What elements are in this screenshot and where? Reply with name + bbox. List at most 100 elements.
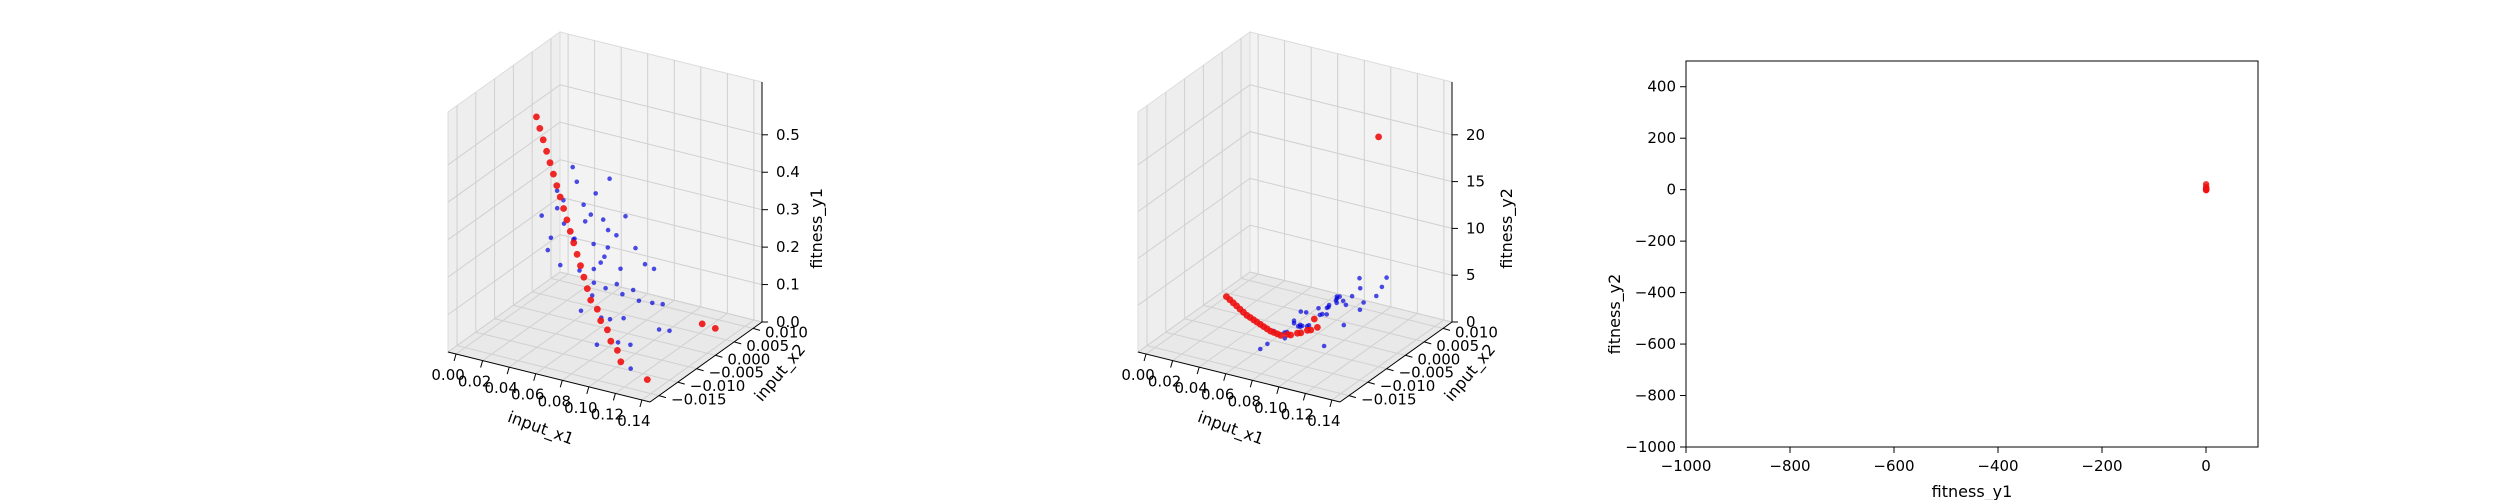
front-point	[698, 320, 706, 328]
population-point	[545, 247, 551, 253]
x-tick-mark	[506, 367, 510, 375]
population-point	[1361, 300, 1366, 305]
y-tick-label: −0.010	[690, 377, 746, 395]
front-point	[711, 325, 719, 332]
x-tick-mark	[639, 399, 643, 408]
z-tick-label: 0.3	[776, 201, 800, 219]
x-tick-mark	[480, 360, 484, 368]
population-point	[1316, 306, 1321, 311]
x-tick-label: 0.02	[1148, 373, 1181, 391]
population-point	[614, 281, 620, 287]
x-tick-label: 0.00	[431, 366, 464, 384]
y-tick-mark	[677, 381, 685, 385]
population-point	[589, 293, 595, 298]
gridline-z	[1137, 271, 1453, 353]
population-point	[554, 188, 560, 193]
y-tick-label: −400	[1635, 284, 1676, 302]
gridline-z	[447, 159, 763, 241]
x-axis-line	[447, 351, 651, 403]
population-point	[621, 315, 626, 321]
x-tick-mark	[586, 386, 590, 394]
y-tick-label: 0.000	[1417, 350, 1460, 368]
x-tick-label: 0.14	[617, 412, 650, 430]
population-point	[1295, 324, 1301, 329]
x-tick-mark	[1329, 399, 1333, 408]
y-tick-mark	[1386, 368, 1394, 372]
population-point	[1306, 323, 1312, 328]
population-point	[598, 260, 603, 265]
population-point	[591, 241, 596, 247]
gridline-z	[447, 121, 763, 203]
y-axis-label: fitness_y2	[1605, 274, 1625, 355]
front-point	[553, 182, 561, 190]
x-tick-mark	[1170, 360, 1174, 368]
y-tick-label: 0.010	[765, 323, 808, 341]
y-tick-mark	[1348, 395, 1357, 399]
gridline-z	[1137, 131, 1453, 213]
y-tick-mark	[1367, 381, 1375, 385]
y-tick-label: −0.005	[709, 364, 765, 382]
x-tick-mark	[1302, 393, 1306, 401]
population-point	[602, 254, 607, 259]
z-tick-label: 15	[1466, 173, 1485, 191]
x-tick-mark	[1249, 380, 1253, 388]
x-tick-label: 0.08	[1228, 392, 1261, 410]
x-tick-label: −400	[1977, 457, 2018, 475]
y-tick-mark	[715, 354, 723, 358]
pane-back	[1249, 31, 1453, 323]
panel-3d-fitness-y1: 0.000.020.040.060.080.100.120.14−0.015−0…	[431, 31, 827, 449]
front-point	[1297, 329, 1305, 337]
population-point	[574, 179, 580, 185]
x-tick-label: 0.00	[1121, 366, 1154, 384]
y-tick-label: −600	[1635, 335, 1676, 353]
front-point	[1287, 331, 1295, 339]
z-tick-label: 5	[1466, 266, 1476, 284]
z-axis-label: fitness_y2	[1497, 188, 1517, 269]
y-tick-mark	[1424, 341, 1432, 345]
x-tick-label: 0.08	[538, 392, 571, 410]
population-point	[605, 227, 611, 233]
y-tick-label: −0.015	[671, 391, 727, 409]
y-tick-mark	[1442, 327, 1451, 331]
panel-2d-objective-space: −1000 −800 −600 −400 −200 0 −1000 −800 −600 −400 −…	[1605, 60, 2259, 500]
front-point	[607, 337, 615, 345]
x-tick-label: −600	[1873, 457, 1914, 475]
x-tick-mark	[533, 373, 537, 381]
z-tick-label: 0.4	[776, 163, 800, 181]
front-point	[617, 358, 625, 366]
x-tick-mark	[1276, 386, 1280, 394]
front-point	[543, 147, 550, 155]
population-point	[1343, 302, 1349, 308]
population-point	[578, 308, 584, 314]
y-tick-label: −200	[1635, 232, 1676, 250]
front-point	[533, 113, 540, 121]
x-tick-label: 0.04	[1174, 379, 1207, 397]
population-point	[1298, 309, 1304, 314]
population-point	[1384, 275, 1389, 280]
front-point	[1314, 324, 1321, 331]
y-tick-mark	[1405, 354, 1413, 358]
x-tick-label: 0.02	[458, 373, 491, 391]
front-point	[577, 262, 584, 270]
x-tick-label: 0.04	[484, 379, 517, 397]
population-point	[1357, 307, 1363, 313]
x-tick-label: −800	[1769, 457, 1810, 475]
x-tick-mark	[559, 380, 563, 388]
z-tick-label: 0.1	[776, 276, 800, 294]
population-point	[1303, 310, 1309, 315]
population-point	[1265, 341, 1270, 347]
population-point	[591, 266, 597, 272]
front-point	[573, 250, 581, 258]
y-axis-line	[649, 321, 763, 403]
population-point	[630, 287, 636, 293]
plot-area	[1685, 60, 2259, 448]
y-tick-label: 0.005	[1436, 337, 1479, 355]
y-tick-label: −0.015	[1361, 391, 1417, 409]
y-tick-mark	[658, 395, 667, 399]
population-point	[636, 298, 642, 304]
panel-3d-fitness-y2: 0.000.020.040.060.080.100.120.14−0.015−0…	[1121, 31, 1517, 449]
population-point	[607, 316, 613, 322]
front-point	[539, 136, 547, 144]
x-tick-mark	[1196, 367, 1200, 375]
population-point	[1349, 293, 1355, 299]
